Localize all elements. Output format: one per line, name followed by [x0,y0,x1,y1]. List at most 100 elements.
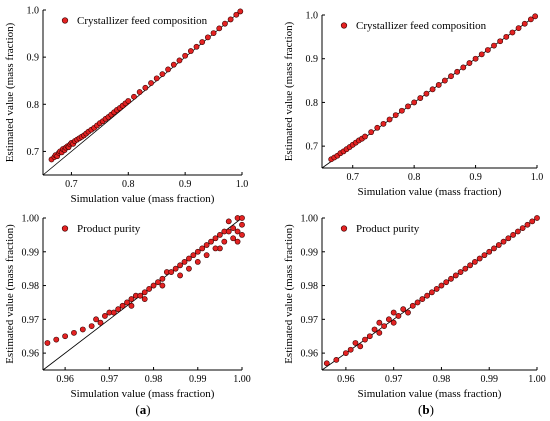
data-point [190,252,197,259]
data-point [428,289,435,296]
data-point [386,116,393,123]
data-point [503,33,510,40]
x-tick-label: 0.97 [101,374,119,385]
data-point [519,225,526,232]
data-point [505,235,512,242]
data-point [381,323,388,329]
data-point [400,306,407,313]
data-point [128,302,135,309]
data-point [476,255,483,262]
data-point [524,221,531,228]
data-point [357,343,364,350]
data-point [423,90,430,97]
data-point [172,265,179,272]
data-point [186,255,192,262]
data-point [150,282,157,289]
y-axis-label: Estimated value (mass fraction) [283,224,295,364]
x-tick-label: 0.8 [408,172,421,183]
data-point [153,75,160,82]
data-point [203,252,210,259]
x-axis-label: Simulation value (mass fraction) [358,186,502,198]
x-tick-label: 0.98 [145,374,163,385]
x-tick-label: 1.0 [236,179,249,190]
y-tick-label: 0.9 [306,54,319,65]
data-point [333,356,340,363]
data-point [142,84,149,91]
y-axis-label: Estimated value (mass fraction) [4,224,16,364]
x-tick-label: 0.8 [122,179,135,190]
data-point [395,313,402,319]
chart-top-left: 0.7 0.8 0.9 1.0 0.7 0.8 0.9 1.0 Simulation value… [4,6,248,206]
legend-label: Product purity [356,223,420,235]
data-point [472,55,479,62]
x-tick-label: 0.7 [346,172,359,183]
y-tick-label: 0.9 [27,53,40,64]
charts-layer: 0.7 0.8 0.9 1.0 0.7 0.8 0.9 1.0 Simulation value… [4,6,546,401]
data-point [208,238,214,245]
data-point [187,48,194,54]
data-point [115,306,122,313]
data-point [529,218,536,225]
panel-label-a: (a) [135,402,150,417]
data-point [414,299,421,306]
data-point [199,39,206,45]
data-point [194,248,201,255]
chart-bottom-left: 0.96 0.97 0.98 0.99 1.00 0.96 0.97 0.98 0.99 1.00… [4,214,251,401]
data-point [409,302,416,309]
data-point [97,319,104,326]
data-point [491,42,497,49]
data-point [362,133,368,140]
data-point [462,265,469,272]
data-point [405,309,411,316]
data-point [419,296,426,302]
data-point [429,86,436,93]
y-tick-label: 0.96 [301,349,319,360]
data-point [481,252,488,259]
data-point [417,95,424,101]
data-point [230,225,237,232]
data-point [457,269,464,275]
data-point [234,238,241,245]
data-point [380,120,387,127]
x-tick-label: 1.00 [528,374,546,385]
data-point [204,34,211,41]
data-point [486,248,493,255]
data-point [131,93,137,100]
legend-marker [61,17,69,24]
data-point [225,228,232,235]
data-point [509,29,516,36]
data-point [110,309,117,316]
data-point [239,221,245,228]
data-point [514,228,521,235]
data-point [460,64,467,71]
x-axis-label: Simulation value (mass fraction) [358,388,502,400]
data-point [534,215,540,221]
data-point [398,107,405,114]
data-point [390,309,397,316]
y-tick-label: 0.8 [27,100,40,111]
data-point [234,228,241,235]
data-point [177,272,183,279]
data-point [390,319,397,326]
y-tick-label: 1.00 [301,214,319,225]
data-point [438,282,445,289]
data-point [136,89,143,95]
data-point [347,346,354,353]
data-point [374,124,381,131]
data-point [119,302,126,309]
data-point [53,336,60,343]
data-point [124,299,130,306]
data-point [433,286,440,292]
data-point [79,326,86,333]
data-point [176,57,183,64]
data-point [466,60,473,66]
x-axis-label: Simulation value (mass fraction) [71,388,215,400]
data-point [239,215,245,221]
data-point [495,242,502,248]
data-point [323,360,330,367]
data-point [342,350,349,357]
data-point [478,51,485,58]
data-point [159,275,166,282]
data-point [193,43,200,50]
y-axis-label: Estimated value (mass fraction) [4,22,16,162]
